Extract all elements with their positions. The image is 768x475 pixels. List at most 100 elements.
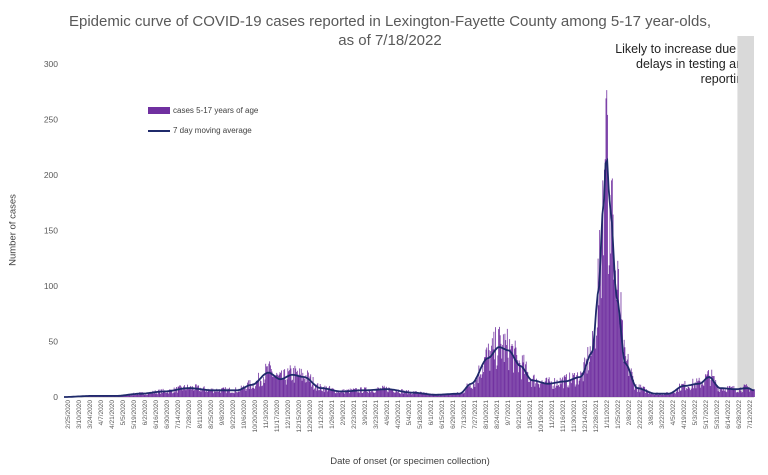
- case-bar: [651, 393, 653, 397]
- case-bar: [436, 395, 438, 397]
- case-bar: [496, 365, 498, 397]
- case-bar: [554, 378, 556, 397]
- case-bar: [563, 376, 565, 397]
- case-bar: [202, 388, 203, 397]
- case-bar: [223, 387, 225, 397]
- case-bar: [204, 389, 206, 397]
- x-tick-label: 3/9/2021: [362, 400, 369, 426]
- case-bar: [291, 380, 293, 397]
- case-bar: [626, 359, 628, 397]
- case-bar: [364, 387, 365, 397]
- case-bar: [184, 388, 186, 397]
- case-bar: [403, 390, 405, 397]
- case-bar: [387, 392, 389, 397]
- case-bar: [292, 379, 293, 397]
- case-bar: [302, 372, 304, 397]
- case-bar: [627, 353, 629, 397]
- x-tick-label: 12/15/2020: [296, 400, 303, 433]
- case-bar: [455, 393, 457, 397]
- case-bar: [341, 389, 343, 397]
- case-bar: [571, 378, 573, 397]
- case-bar: [266, 366, 267, 397]
- case-bar: [171, 390, 173, 397]
- case-bar: [134, 394, 136, 397]
- case-bar: [701, 383, 703, 397]
- case-bar: [371, 391, 372, 397]
- case-bar: [181, 389, 183, 397]
- case-bar: [168, 393, 170, 397]
- x-tick-label: 6/2/2020: [142, 400, 149, 426]
- x-tick-label: 11/16/2021: [560, 400, 567, 432]
- case-bar: [682, 383, 683, 397]
- case-bar: [479, 376, 481, 397]
- case-bar: [249, 380, 251, 397]
- case-bar: [739, 387, 741, 397]
- case-bar: [135, 393, 136, 397]
- case-bar: [410, 392, 412, 397]
- case-bar: [391, 390, 393, 397]
- case-bar: [447, 394, 449, 397]
- legend-item-cases: cases 5-17 years of age: [148, 106, 258, 115]
- case-bar: [135, 394, 137, 397]
- x-tick-label: 10/6/2020: [241, 400, 248, 429]
- case-bar: [634, 387, 636, 397]
- case-bar: [735, 392, 737, 397]
- case-bar: [331, 387, 333, 397]
- case-bar: [242, 387, 244, 397]
- case-bar: [683, 384, 685, 397]
- case-bar: [241, 389, 243, 397]
- case-bar: [360, 387, 362, 397]
- case-bar: [177, 386, 179, 397]
- case-bar: [589, 361, 590, 397]
- case-bar: [220, 392, 222, 397]
- case-bar: [582, 381, 584, 397]
- x-tick-label: 2/22/2022: [637, 400, 644, 429]
- case-bar: [505, 340, 507, 397]
- case-bar: [739, 388, 740, 397]
- case-bar: [363, 391, 365, 397]
- x-tick-label: 4/6/2021: [384, 400, 391, 426]
- case-bar: [180, 386, 182, 397]
- case-bar: [514, 348, 515, 397]
- case-bar: [278, 374, 280, 397]
- case-bar: [381, 388, 383, 397]
- case-bar: [355, 388, 357, 397]
- case-bar: [686, 388, 687, 397]
- case-bar: [282, 378, 284, 397]
- case-bar: [525, 364, 526, 397]
- case-bar: [700, 387, 702, 397]
- case-bar: [528, 381, 530, 397]
- case-bar: [148, 393, 150, 397]
- case-bar: [411, 394, 413, 397]
- case-bar: [208, 389, 210, 397]
- case-bar: [504, 333, 506, 397]
- shaded-region-annotation: Likely to increase due to delays in test…: [615, 42, 750, 86]
- case-bar: [721, 388, 723, 397]
- case-bar: [244, 387, 246, 397]
- case-bar: [631, 371, 633, 397]
- case-bar: [589, 346, 591, 397]
- case-bar: [250, 384, 252, 397]
- case-bar: [475, 377, 477, 397]
- x-tick-label: 7/13/2021: [461, 400, 468, 429]
- case-bar: [731, 386, 733, 397]
- case-bar: [557, 385, 559, 397]
- case-bar: [690, 390, 691, 397]
- x-tick-label: 2/8/2022: [626, 400, 633, 426]
- x-tick-label: 4/5/2022: [670, 400, 677, 426]
- case-bar: [596, 335, 597, 397]
- case-bar: [199, 387, 201, 397]
- case-bar: [606, 90, 608, 397]
- case-bar: [142, 392, 143, 397]
- case-bar: [279, 372, 281, 397]
- case-bar: [379, 387, 381, 397]
- case-bar: [577, 384, 579, 397]
- case-bar: [679, 383, 680, 397]
- case-bar: [640, 384, 642, 397]
- x-tick-label: 11/2/2021: [549, 400, 556, 429]
- case-bar: [149, 391, 151, 397]
- x-tick-label: 6/15/2021: [439, 400, 446, 429]
- case-bar: [277, 374, 278, 397]
- case-bar: [195, 384, 197, 397]
- case-bar: [239, 391, 241, 397]
